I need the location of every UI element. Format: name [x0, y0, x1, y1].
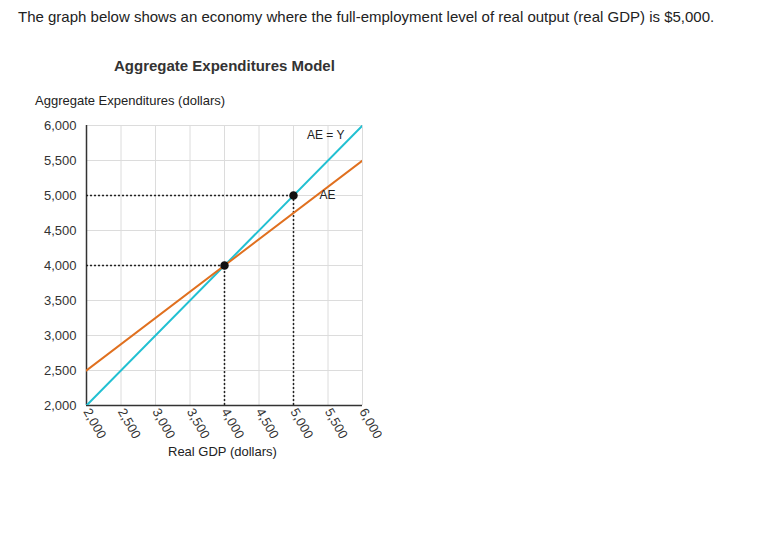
svg-text:3,500: 3,500 [184, 406, 213, 442]
svg-text:3,000: 3,000 [44, 328, 77, 343]
svg-text:4,000: 4,000 [218, 406, 247, 442]
html-text:Real GDP (dollars): Real GDP (dollars) [168, 444, 277, 459]
svg-text:6,000: 6,000 [356, 406, 382, 442]
svg-text:4,500: 4,500 [44, 223, 77, 238]
svg-text:4,000: 4,000 [44, 258, 77, 273]
svg-text:2,000: 2,000 [80, 406, 109, 442]
svg-text:2,500: 2,500 [115, 406, 144, 442]
svg-text:5,500: 5,500 [322, 406, 351, 442]
svg-text:5,500: 5,500 [44, 153, 77, 168]
svg-text:5,000: 5,000 [44, 188, 77, 203]
svg-text:4,500: 4,500 [253, 406, 282, 442]
svg-text:3,500: 3,500 [44, 293, 77, 308]
html-text:Aggregate Expenditures (dollar: Aggregate Expenditures (dollars) [35, 93, 226, 108]
svg-text:2,000: 2,000 [44, 398, 77, 413]
svg-text:AE: AE [319, 188, 335, 202]
svg-text:6,000: 6,000 [44, 118, 77, 133]
html-text:The graph below shows an econo: The graph below shows an economy where t… [18, 8, 715, 25]
html-text:Aggregate Expenditures Model: Aggregate Expenditures Model [114, 57, 335, 74]
svg-text:AE = Y: AE = Y [307, 128, 344, 142]
svg-text:5,000: 5,000 [287, 406, 316, 442]
svg-text:2,500: 2,500 [44, 363, 77, 378]
svg-text:3,000: 3,000 [149, 406, 178, 442]
